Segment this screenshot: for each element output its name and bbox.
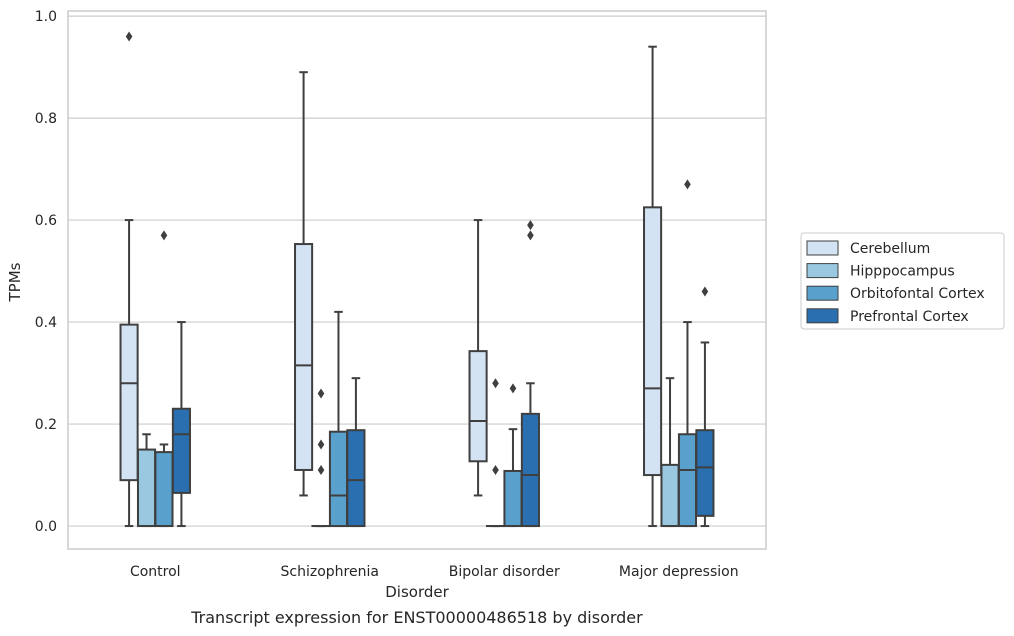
iqr-box [660, 463, 680, 528]
outlier-point [492, 464, 499, 475]
outlier-point [160, 230, 168, 241]
legend-swatch [806, 308, 839, 324]
box-2-2 [503, 383, 523, 528]
legend-swatch [806, 240, 839, 256]
y-tick-labels: 0.0 0.2 0.4 0.6 0.8 1.0 [35, 9, 57, 535]
iqr-box [677, 433, 698, 528]
legend-swatch [806, 263, 839, 279]
y-tick-label: 0.8 [35, 111, 57, 127]
legend: Cerebellum Hipppocampus Orbitofontal Corte… [800, 232, 1005, 330]
x-tick-labels: Control Schizophrenia Bipolar disorder Majo… [130, 564, 739, 580]
box-0-3 [643, 45, 663, 528]
iqr-box [171, 407, 191, 494]
iqr-box [503, 469, 523, 528]
box-series [119, 31, 715, 528]
iqr-box [119, 323, 139, 482]
x-tick-label: Bipolar disorder [449, 564, 560, 580]
legend-label: Prefrontal Cortex [850, 309, 969, 325]
x-tick-label: Major depression [619, 564, 739, 580]
iqr-box [328, 430, 349, 528]
box-1-2 [485, 378, 506, 528]
y-axis-title: TPMs [6, 262, 24, 302]
legend-swatch [806, 285, 839, 301]
iqr-box [643, 206, 663, 477]
box-1-3 [660, 377, 680, 528]
iqr-box [136, 448, 157, 528]
legend-frame [800, 232, 1005, 330]
x-tick-label: Control [130, 564, 181, 580]
x-tick-label: Schizophrenia [281, 564, 379, 580]
box-0-2 [468, 219, 488, 497]
y-tick-label: 0.2 [35, 417, 57, 433]
outlier-point [527, 230, 534, 241]
iqr-box [154, 451, 174, 528]
box-1-1 [311, 388, 331, 528]
iqr-box [468, 350, 488, 463]
outlier-point [684, 179, 691, 190]
x-axis-title: Disorder [385, 583, 449, 601]
outlier-point [125, 31, 133, 42]
outlier-point [317, 439, 325, 450]
iqr-box [695, 429, 715, 517]
y-tick-label: 0.6 [35, 213, 57, 229]
box-3-3 [695, 286, 715, 528]
box-3-1 [346, 377, 366, 528]
legend-label: Hipppocampus [850, 264, 955, 280]
y-tick-label: 1.0 [35, 9, 57, 25]
y-tick-label: 0.4 [35, 315, 57, 331]
outlier-point [317, 464, 325, 475]
plot-frame [67, 10, 767, 550]
outlier-point [701, 286, 709, 297]
chart-caption: Transcript expression for ENST0000048651… [190, 608, 643, 627]
iqr-box [346, 429, 366, 528]
box-0-1 [294, 71, 314, 497]
iqr-box [294, 243, 314, 471]
outlier-point [527, 220, 534, 231]
iqr-box [520, 412, 540, 528]
y-tick-label: 0.0 [35, 519, 57, 535]
box-2-0 [154, 230, 174, 528]
outlier-point [492, 378, 499, 389]
box-2-3 [677, 179, 698, 528]
box-3-2 [520, 220, 540, 528]
outlier-point [317, 388, 325, 399]
box-2-1 [328, 310, 349, 528]
box-0-0 [119, 31, 139, 528]
box-3-0 [171, 321, 191, 528]
box-1-0 [136, 433, 157, 528]
legend-label: Orbitofontal Cortex [850, 286, 985, 302]
outlier-point [509, 383, 517, 394]
legend-label: Cerebellum [850, 241, 930, 257]
